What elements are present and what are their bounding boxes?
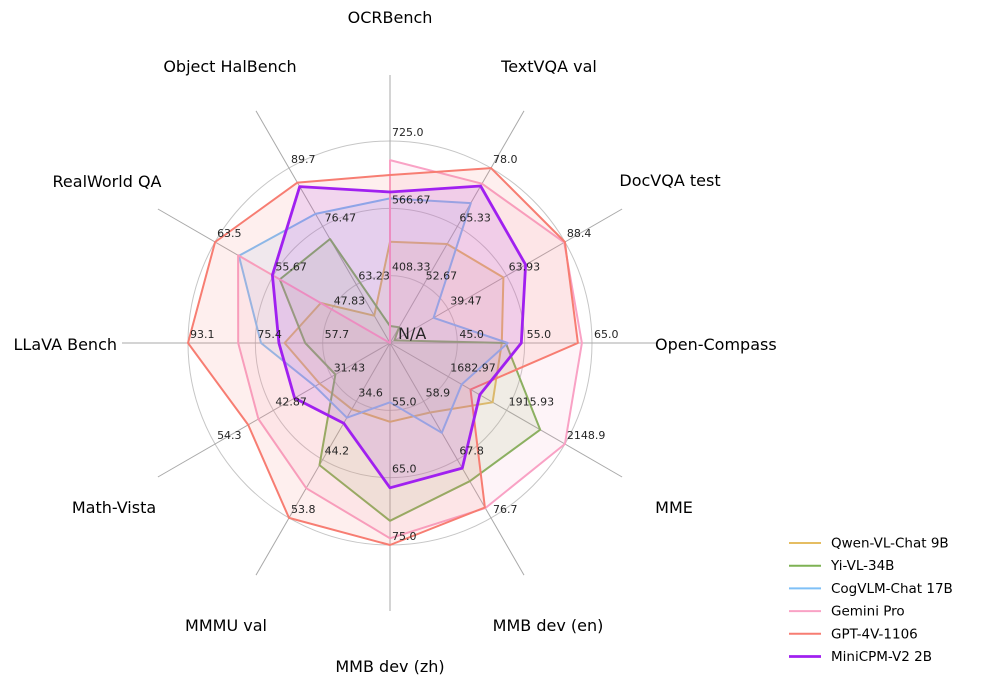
series-polygon-GPT-4V-1106 [187,167,579,546]
tick-label: 39.47 [450,294,482,307]
legend-item: Qwen-VL-Chat 9B [789,536,949,552]
tick-label: 408.33 [392,261,431,274]
tick-label: 1682.97 [450,362,496,375]
tick-label: 63.93 [509,261,541,274]
axis-spoke [389,342,525,576]
legend: Qwen-VL-Chat 9B Yi-VL-34B CogVLM-Chat 17B G… [789,536,953,665]
axis-label-MME: MME [655,498,693,517]
axis-label-Math-Vista: Math-Vista [72,498,156,517]
legend-label: GPT-4V-1106 [831,626,918,642]
legend-label: Yi-VL-34B [830,558,894,574]
axis-spoke [157,342,391,478]
axis-spoke [255,110,391,344]
axis-label-RealWorld QA: RealWorld QA [53,172,162,191]
tick-label: 55.67 [275,261,307,274]
axis-label-MMB dev (en): MMB dev (en) [493,616,604,635]
axis-label-DocVQA test: DocVQA test [619,171,720,190]
tick-label: 57.7 [325,328,350,341]
tick-label: 63.23 [358,270,390,283]
tick-label: 88.4 [567,227,592,240]
tick-label: 76.7 [493,503,518,516]
tick-label: 65.0 [392,463,417,476]
tick-label: 53.8 [291,503,316,516]
axis-label-OCRBench: OCRBench [348,8,433,27]
tick-label: 44.2 [325,445,350,458]
axis-label-MMB dev (zh): MMB dev (zh) [335,657,444,676]
tick-label: 45.0 [459,328,484,341]
tick-label: 89.7 [291,153,316,166]
tick-label: 67.8 [459,445,484,458]
tick-label: 52.67 [426,270,458,283]
tick-label: 65.0 [594,328,619,341]
legend-label: Gemini Pro [831,604,905,620]
axis-spoke [389,342,623,478]
axis-spoke [255,342,391,576]
tick-label: 55.0 [527,328,552,341]
legend-item: GPT-4V-1106 [789,626,918,642]
legend-item: CogVLM-Chat 17B [789,581,953,597]
tick-label: 725.0 [392,126,424,139]
axis-label-MMMU val: MMMU val [185,616,267,635]
center-na-label: N/A [398,324,426,343]
series-polygon-MiniCPM-V2 2B [271,184,527,490]
legend-item: MiniCPM-V2 2B [789,649,932,665]
tick-label: 58.9 [426,386,451,399]
tick-label: 2148.9 [567,429,606,442]
legend-label: CogVLM-Chat 17B [831,581,953,597]
tick-label: 55.0 [392,395,417,408]
legend-label: MiniCPM-V2 2B [831,649,932,665]
tick-label: 75.4 [257,328,282,341]
tick-label: 31.43 [334,362,366,375]
tick-label: 93.1 [190,328,215,341]
tick-label: 65.33 [459,211,491,224]
axis-label-Object HalBench: Object HalBench [163,57,296,76]
tick-label: 34.6 [358,386,383,399]
tick-label: 1915.93 [509,395,555,408]
axis-spoke [389,208,623,344]
tick-label: 566.67 [392,193,431,206]
legend-label: Qwen-VL-Chat 9B [831,536,949,552]
axis-label-TextVQA val: TextVQA val [500,57,597,76]
axis-label-Open-Compass: Open-Compass [655,335,777,354]
tick-label: 47.83 [334,294,366,307]
legend-item: Gemini Pro [789,604,905,620]
tick-label: 63.5 [217,227,242,240]
tick-label: 42.87 [275,395,307,408]
legend-item: Yi-VL-34B [789,558,894,574]
tick-label: 54.3 [217,429,242,442]
tick-label: 75.0 [392,530,417,543]
tick-label: 76.47 [325,211,357,224]
axis-spoke [389,110,525,344]
axis-label-LLaVA Bench: LLaVA Bench [14,335,117,354]
tick-label: 78.0 [493,153,518,166]
